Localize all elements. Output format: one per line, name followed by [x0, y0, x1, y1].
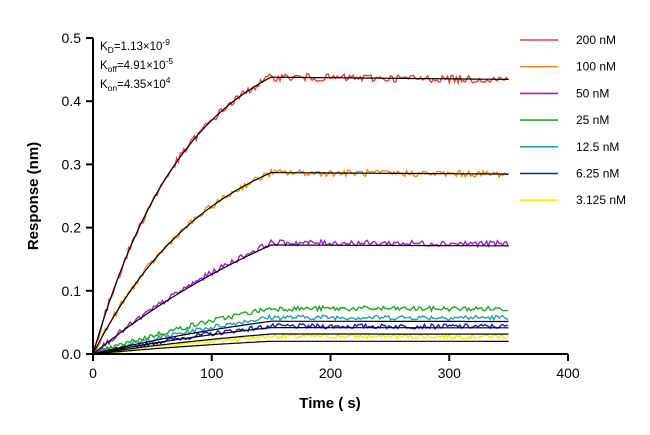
y-tick-label: 0.4 [62, 93, 82, 109]
trace-200-nM [92, 72, 509, 355]
x-tick-label: 0 [89, 365, 97, 381]
fit-12-5-nM [92, 327, 509, 355]
x-tick-label: 400 [556, 365, 580, 381]
x-axis-title: Time ( s) [299, 395, 360, 412]
y-tick-label: 0.0 [62, 346, 82, 362]
x-tick-label: 200 [319, 365, 343, 381]
ticks: 0 100 200 300 400 0.0 0.1 0.2 0.3 0.4 0.5 [62, 30, 580, 381]
y-tick-label: 0.5 [62, 30, 82, 46]
x-tick-label: 100 [200, 365, 224, 381]
fit-6-25-nM [92, 333, 509, 355]
legend-label: 12.5 nM [576, 140, 619, 154]
legend-label: 3.125 nM [576, 193, 626, 207]
kinetics-line-off: Koff=4.91×10-5 [100, 56, 173, 74]
y-tick-label: 0.1 [62, 283, 82, 299]
y-tick-label: 0.2 [62, 220, 82, 236]
fit-25-nM [92, 320, 509, 355]
fit-100-nM [92, 172, 509, 355]
trace-3-125-nM [92, 332, 509, 356]
legend: 200 nM 100 nM 50 nM 25 nM 12.5 nM 6.25 nM 3.12… [520, 33, 626, 207]
y-tick-label: 0.3 [62, 156, 82, 172]
kinetics-line-D: KD=1.13×10-9 [100, 37, 170, 55]
x-tick-label: 300 [438, 365, 462, 381]
legend-label: 6.25 nM [576, 167, 619, 181]
legend-label: 200 nM [576, 33, 616, 47]
y-axis-title: Response (nm) [25, 142, 42, 250]
legend-label: 100 nM [576, 60, 616, 74]
legend-label: 25 nM [576, 113, 609, 127]
fit-3-125-nM [92, 340, 509, 355]
kinetics-line-on: Kon=4.35×104 [100, 75, 171, 93]
legend-label: 50 nM [576, 86, 609, 100]
plot-area [92, 72, 509, 356]
fit-200-nM [92, 76, 509, 355]
trace-12-5-nM [92, 313, 509, 355]
trace-100-nM [92, 167, 509, 353]
trace-25-nM [92, 304, 509, 355]
fit-50-nM [92, 244, 509, 355]
